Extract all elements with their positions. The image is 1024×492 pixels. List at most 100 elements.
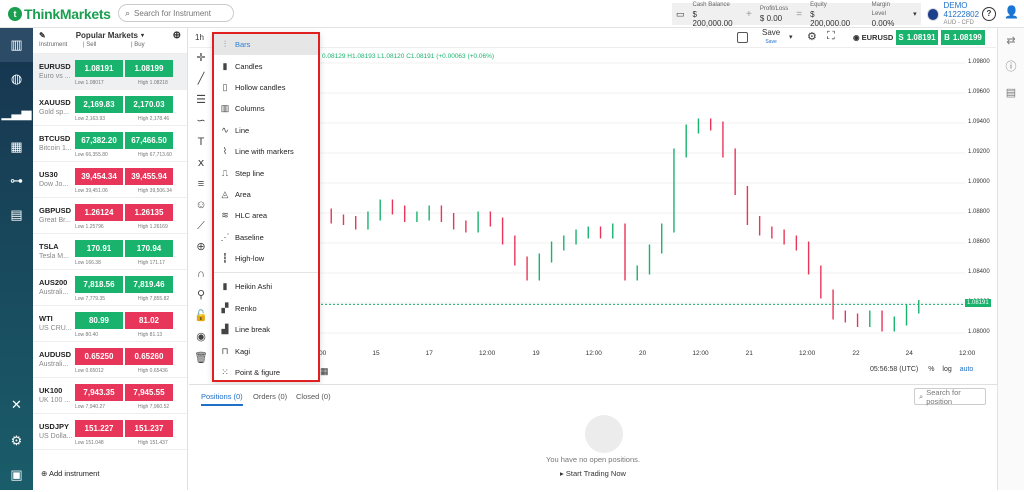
watchlist-row[interactable]: USDJPY US Dolla... 151.227 151.237 Low 151.0…	[33, 414, 187, 450]
chart-type-line[interactable]: ∿ Line	[214, 120, 318, 141]
dumbbell-nav-icon[interactable]: ⊶	[10, 173, 23, 188]
start-trading-link[interactable]: ▸ Start Trading Now	[560, 469, 626, 478]
timeframe-button[interactable]: 1h	[195, 33, 204, 42]
buy-price-button[interactable]: 2,170.03	[125, 96, 173, 113]
watchlist-row[interactable]: US30 Dow Jo... 39,454.34 39,455.94 Low 39,45…	[33, 162, 187, 198]
watchlist-row[interactable]: AUS200 Australi... 7,818.56 7,819.46 Low 7,7…	[33, 270, 187, 306]
buy-price-button[interactable]: 0.65260	[125, 348, 173, 365]
layout-checkbox[interactable]	[737, 32, 748, 43]
tools-nav-icon[interactable]: ✕	[11, 397, 22, 412]
buy-price-button[interactable]: 1.08199	[125, 60, 173, 77]
save-button[interactable]: Save Save	[762, 28, 781, 46]
date-range-icon[interactable]: ▦	[320, 366, 329, 376]
watchlist-row[interactable]: AUDUSD Australi... 0.65250 0.65260 Low 0.650…	[33, 342, 187, 378]
watchlist-row[interactable]: TSLA Tesla M... 170.91 170.94 Low 166.38 High…	[33, 234, 187, 270]
chart-type-hollow-candles[interactable]: ▯ Hollow candles	[214, 77, 318, 98]
tab-positions[interactable]: Positions (0)	[201, 392, 243, 406]
chart-type-baseline[interactable]: ⋰ Baseline	[214, 227, 318, 248]
sell-price-button[interactable]: 39,454.34	[75, 168, 123, 185]
percent-toggle[interactable]: %	[928, 366, 935, 373]
swap-icon[interactable]: ⇄	[1006, 35, 1016, 47]
edit-icon[interactable]: ✎	[39, 30, 46, 40]
log-toggle[interactable]: log	[942, 366, 952, 373]
ruler-icon[interactable]: ⟋	[197, 220, 205, 232]
crosshair-icon[interactable]: ✛	[196, 52, 206, 64]
trend-line-icon[interactable]: ╱	[197, 73, 205, 85]
news-nav-icon[interactable]: ▤	[10, 207, 23, 222]
buy-price-button[interactable]: 81.02	[125, 312, 173, 329]
account-chevron-icon[interactable]: ▾	[1008, 11, 1012, 18]
sell-price-button[interactable]: 1.26124	[75, 204, 123, 221]
text-tool-icon[interactable]: T	[197, 136, 205, 148]
price-axis[interactable]: 1.09800 1.09600 1.09400 1.09200 1.09000 1.088…	[965, 48, 997, 348]
tab-orders[interactable]: Orders (0)	[253, 392, 288, 401]
chart-type-hlc-area[interactable]: ≋ HLC area	[214, 205, 318, 226]
sell-price-button[interactable]: 151.227	[75, 420, 123, 437]
chart-type-bars[interactable]: ⫶ Bars	[214, 34, 318, 56]
account-selector[interactable]: DEMO 41222802 AUD - CFD	[943, 0, 980, 26]
lock-icon[interactable]: 🔓	[194, 310, 208, 322]
watchlist-chevron-icon[interactable]: ▾	[140, 32, 144, 39]
sell-price-button[interactable]: 170.91	[75, 240, 123, 257]
user-profile-icon[interactable]: 👤	[1004, 5, 1019, 19]
buy-price-button[interactable]: 151.237	[125, 420, 173, 437]
horizontal-lines-icon[interactable]: ☰	[196, 94, 206, 106]
buy-price-button[interactable]: 7,819.46	[125, 276, 173, 293]
buy-price-button[interactable]: 1.26135	[125, 204, 173, 221]
buy-price-button[interactable]: 39,455.94	[125, 168, 173, 185]
add-instrument-button[interactable]: ⊕ Add instrument	[41, 469, 100, 478]
settings-nav-icon[interactable]: ⚙	[10, 433, 23, 448]
calendar-nav-icon[interactable]: ▦	[10, 139, 23, 154]
help-icon[interactable]: ?	[982, 7, 996, 21]
chart-type-columns[interactable]: ▥ Columns	[214, 98, 318, 119]
chart-settings-icon[interactable]: ⚙	[807, 31, 817, 43]
magnet-icon[interactable]: ∩	[197, 268, 205, 280]
sell-price-button[interactable]: 67,382.20	[75, 132, 123, 149]
info-icon[interactable]: ⓘ	[1005, 61, 1017, 73]
save-chevron-icon[interactable]: ▾	[789, 34, 793, 41]
sell-price-button[interactable]: 7,943.35	[75, 384, 123, 401]
calendar-icon[interactable]: ▤	[1005, 87, 1017, 99]
buy-price-button[interactable]: 7,945.55	[125, 384, 173, 401]
pattern-icon[interactable]: ⅹ	[197, 157, 205, 169]
chart-type-heikin-ashi[interactable]: ▮ Heikin Ashi	[214, 276, 318, 297]
account-balances[interactable]: ▭ Cash Balance $ 200,000.00 + Profit/Loss…	[672, 2, 921, 28]
search-input[interactable]	[134, 8, 225, 18]
watchlist-row[interactable]: UK100 UK 100 ... 7,943.35 7,945.55 Low 7,940…	[33, 378, 187, 414]
zoom-in-icon[interactable]: ⊕	[196, 241, 206, 253]
chart-type-line-with-markers[interactable]: ⌇ Line with markers	[214, 141, 318, 162]
add-watchlist-icon[interactable]: ⊕	[172, 29, 181, 41]
charts-nav-icon[interactable]: ▥	[0, 28, 33, 62]
sell-price-button[interactable]: 2,169.83	[75, 96, 123, 113]
fib-tool-icon[interactable]: ≡	[197, 178, 205, 190]
chart-sell-button[interactable]: S 1.08191	[896, 30, 938, 45]
lock-drawing-icon[interactable]: ⚲	[196, 289, 206, 301]
chart-type-step-line[interactable]: ⎍ Step line	[214, 162, 318, 183]
chart-type-area[interactable]: ◬ Area	[214, 184, 318, 205]
watchlist-row[interactable]: WTI US CRU... 80.99 81.02 Low 80.40 High 81.1…	[33, 306, 187, 342]
thinkmarkets-logo[interactable]: t ThinkMarkets	[8, 6, 111, 22]
auto-toggle[interactable]: auto	[959, 366, 974, 373]
trash-icon[interactable]: 🗑	[194, 352, 208, 364]
chart-type-kagi[interactable]: ⊓ Kagi	[214, 340, 318, 361]
position-search[interactable]: ⌕ Search for position	[914, 388, 986, 406]
sell-price-button[interactable]: 80.99	[75, 312, 123, 329]
sell-price-button[interactable]: 7,818.56	[75, 276, 123, 293]
watchlist-row[interactable]: EURUSD Euro vs ... 1.08191 1.08199 Low 1.080…	[33, 54, 187, 90]
buy-price-button[interactable]: 67,466.50	[125, 132, 173, 149]
watchlist-title[interactable]: Popular Markets	[75, 30, 138, 40]
chart-type-candles[interactable]: ▮ Candles	[214, 55, 318, 76]
analytics-nav-icon[interactable]: ▁▃▅	[1, 105, 32, 120]
brush-icon[interactable]: ∽	[196, 115, 206, 127]
watchlist-row[interactable]: BTCUSD Bitcoin 1... 67,382.20 67,466.50 Low …	[33, 126, 187, 162]
chart-buy-button[interactable]: B 1.08199	[941, 30, 985, 45]
emoji-icon[interactable]: ☺	[195, 199, 207, 211]
sell-price-button[interactable]: 1.08191	[75, 60, 123, 77]
eye-icon[interactable]: ◉	[196, 331, 206, 343]
sell-price-button[interactable]: 0.65250	[75, 348, 123, 365]
tab-closed[interactable]: Closed (0)	[296, 392, 331, 401]
buy-price-button[interactable]: 170.94	[125, 240, 173, 257]
price-chart[interactable]	[213, 48, 965, 348]
instrument-search[interactable]: ⌕	[118, 4, 234, 22]
fullscreen-icon[interactable]: ⛶	[827, 30, 835, 42]
